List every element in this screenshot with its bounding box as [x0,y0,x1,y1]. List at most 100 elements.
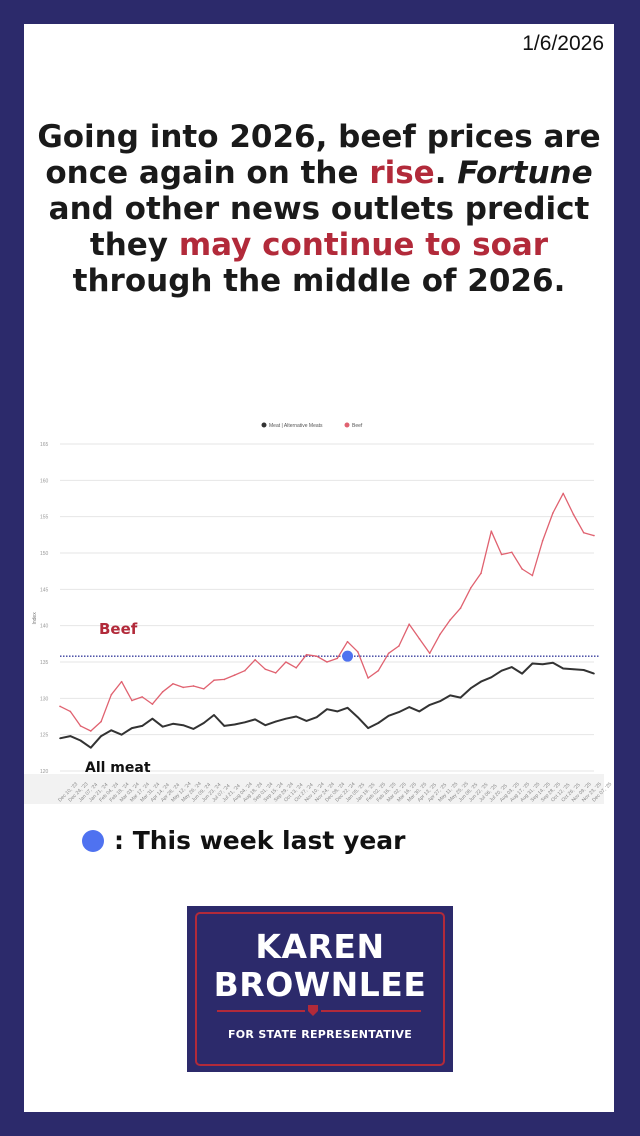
series-1-point-28 [346,706,349,709]
series-1-point-2 [79,739,82,742]
marker-legend: : This week last year [82,826,405,855]
series-1-point-30 [367,727,369,729]
series-0-point-23 [295,667,297,669]
headline-part-1: Going into 2026, beef prices are once ag… [37,119,601,191]
series-1-point-50 [572,668,575,671]
series-0-point-12 [182,686,185,689]
series-0-point-1 [69,710,72,713]
series-1-point-51 [582,669,585,671]
y-tick-label-140: 140 [40,624,49,630]
series-1-point-38 [449,694,452,697]
headline: Going into 2026, beef prices are once ag… [34,119,604,299]
series-1-point-10 [161,725,164,728]
series-0-point-33 [398,645,400,647]
series-0-point-42 [490,530,493,532]
series-1-point-9 [151,717,154,720]
series-0-point-4 [100,720,102,723]
series-1-point-39 [459,696,462,699]
y-tick-label-155: 155 [40,515,49,521]
series-1-point-36 [428,704,431,706]
series-0-point-41 [480,572,482,575]
series-1-point-11 [172,722,174,725]
series-1-point-3 [90,746,92,749]
series-0-point-14 [202,688,205,690]
series-0-point-21 [274,672,277,674]
logo-border [195,912,445,1066]
series-1-point-27 [336,710,339,713]
series-0-point-35 [418,637,421,640]
y-axis-label: Index [32,612,38,625]
series-0-point-39 [459,607,462,610]
series-1-point-19 [254,718,256,721]
series-1-point-13 [192,728,195,730]
series-0-point-31 [377,669,380,672]
series-1-point-32 [387,714,390,717]
marker-legend-text: : This week last year [114,826,406,855]
y-tick-label-160: 160 [40,478,49,484]
post-date: 1/6/2026 [522,32,604,55]
logo-name-line-1: KAREN [255,927,385,966]
headline-part-4: through the middle of 2026. [72,263,566,299]
legend-marker-beef [344,422,350,428]
series-1-point-49 [562,667,564,670]
series-0-point-47 [541,539,544,542]
x-axis-label-band [24,774,604,804]
series-1-point-46 [531,662,534,665]
series-0-point-32 [387,652,390,655]
series-1-point-4 [100,735,102,737]
series-0-point-37 [439,633,441,636]
all-meat-annotation: All meat [85,760,151,776]
series-1-point-20 [264,724,267,727]
series-1-point-23 [295,715,297,718]
series-1-point-24 [305,720,308,722]
legend-label-meat: Meat | Alternative Meats [269,423,323,429]
series-0-point-6 [120,680,123,683]
shield-icon [308,1005,318,1016]
this-week-last-year-marker [342,650,354,662]
headline-fortune: Fortune [457,155,593,191]
content-card: 1/6/2026 Going into 2026, beef prices ar… [24,24,614,1112]
headline-part-3: and other news outlets predict they [48,191,590,263]
series-1-point-37 [439,700,441,703]
series-0-point-45 [521,568,523,570]
series-1-point-5 [110,729,113,732]
series-0-point-29 [357,651,359,653]
series-0-point-50 [572,513,575,516]
marker-dot-icon [82,829,104,852]
series-0-point-10 [161,690,164,693]
logo-rule-right [321,1010,421,1012]
series-0-point-13 [192,685,195,687]
series-0-point-27 [336,657,339,660]
series-0-point-3 [90,730,92,732]
y-tick-label-130: 130 [40,696,49,702]
series-0-point-18 [244,669,246,672]
series-1-point-1 [69,735,72,737]
series-1-point-8 [141,725,143,727]
series-1-point-6 [120,733,123,736]
series-0-point-38 [449,619,452,621]
series-1-point-41 [480,680,482,683]
series-1-point-40 [469,687,472,689]
series-line-0 [59,492,595,732]
series-1-point-18 [244,721,246,724]
series-0-point-28 [346,640,349,643]
series-1-point-21 [274,720,277,723]
series-1-point-33 [398,711,400,713]
series-0-point-40 [469,587,472,589]
series-0-point-16 [223,678,226,681]
series-1-point-26 [326,708,328,711]
y-tick-label-150: 150 [40,551,49,557]
series-1-point-35 [418,710,421,713]
series-0-point-5 [110,693,113,696]
series-1-point-52 [593,672,595,675]
series-0-point-9 [151,703,154,705]
series-0-point-26 [326,661,328,663]
series-0-point-48 [552,512,554,514]
series-0-point-22 [285,661,287,663]
series-0-point-51 [582,531,585,534]
series-0-point-15 [213,679,215,681]
series-1-point-15 [213,714,215,716]
series-0-point-49 [562,492,564,495]
series-1-point-47 [541,663,544,665]
series-1-point-25 [315,716,318,719]
